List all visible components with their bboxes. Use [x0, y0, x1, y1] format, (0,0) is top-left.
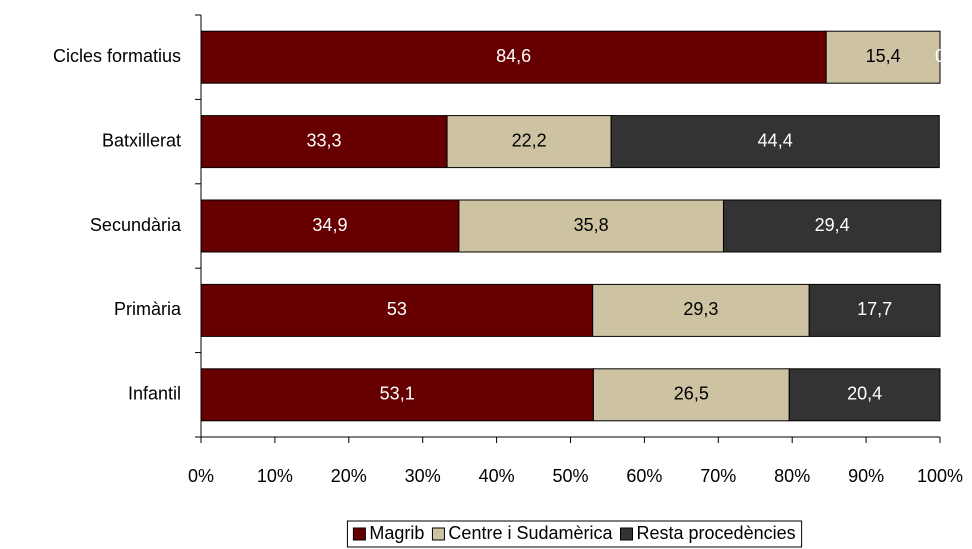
data-label: 35,8	[574, 215, 609, 235]
y-tick-label: Primària	[114, 299, 182, 319]
legend-box	[346, 520, 803, 548]
x-tick-label: 50%	[552, 466, 588, 486]
y-tick-label: Batxillerat	[102, 130, 181, 150]
bar-segment	[722, 199, 942, 253]
bar-segment	[592, 283, 810, 337]
data-label: 17,7	[857, 299, 892, 319]
y-tick-label: Cicles formatius	[53, 46, 181, 66]
bar-segment	[788, 368, 941, 422]
data-label: 20,4	[847, 384, 882, 404]
data-label: 15,4	[866, 46, 901, 66]
data-label: 29,4	[815, 215, 850, 235]
bar-segment	[200, 368, 594, 422]
data-label: 84,6	[496, 46, 531, 66]
data-label: 22,2	[512, 130, 547, 150]
x-tick-label: 80%	[774, 466, 810, 486]
bar-segment	[825, 30, 941, 84]
x-tick-label: 40%	[479, 466, 515, 486]
data-label: 53,1	[380, 384, 415, 404]
data-label: 0	[935, 46, 945, 66]
bar-segment	[446, 115, 612, 169]
x-tick-label: 10%	[257, 466, 293, 486]
bar-segment	[592, 368, 790, 422]
x-tick-label: 100%	[917, 466, 963, 486]
legend-label: Magrib	[369, 523, 424, 543]
data-label: 33,3	[307, 130, 342, 150]
x-tick-label: 20%	[331, 466, 367, 486]
bar-segment	[200, 30, 827, 84]
data-label: 34,9	[312, 215, 347, 235]
x-tick-label: 60%	[626, 466, 662, 486]
legend-swatch	[352, 527, 366, 541]
bar-segment	[458, 199, 724, 253]
x-tick-label: 0%	[188, 466, 214, 486]
bar-segment	[200, 115, 448, 169]
legend-swatch	[431, 527, 445, 541]
legend-label: Resta procedències	[637, 523, 796, 543]
x-tick-label: 70%	[700, 466, 736, 486]
data-label: 44,4	[758, 130, 793, 150]
data-label: 26,5	[674, 384, 709, 404]
data-label: 29,3	[683, 299, 718, 319]
data-label: 53	[387, 299, 407, 319]
bar-segment	[200, 199, 460, 253]
legend-swatch	[620, 527, 634, 541]
bar-segment	[610, 115, 940, 169]
legend: Magrib Centre i Sudamèrica Resta procedènc…	[346, 520, 803, 548]
legend-label: Centre i Sudamèrica	[448, 523, 613, 543]
x-tick-label: 90%	[848, 466, 884, 486]
bar-segment	[808, 283, 941, 337]
y-tick-label: Infantil	[128, 384, 181, 404]
y-tick-label: Secundària	[90, 215, 182, 235]
x-tick-label: 30%	[405, 466, 441, 486]
